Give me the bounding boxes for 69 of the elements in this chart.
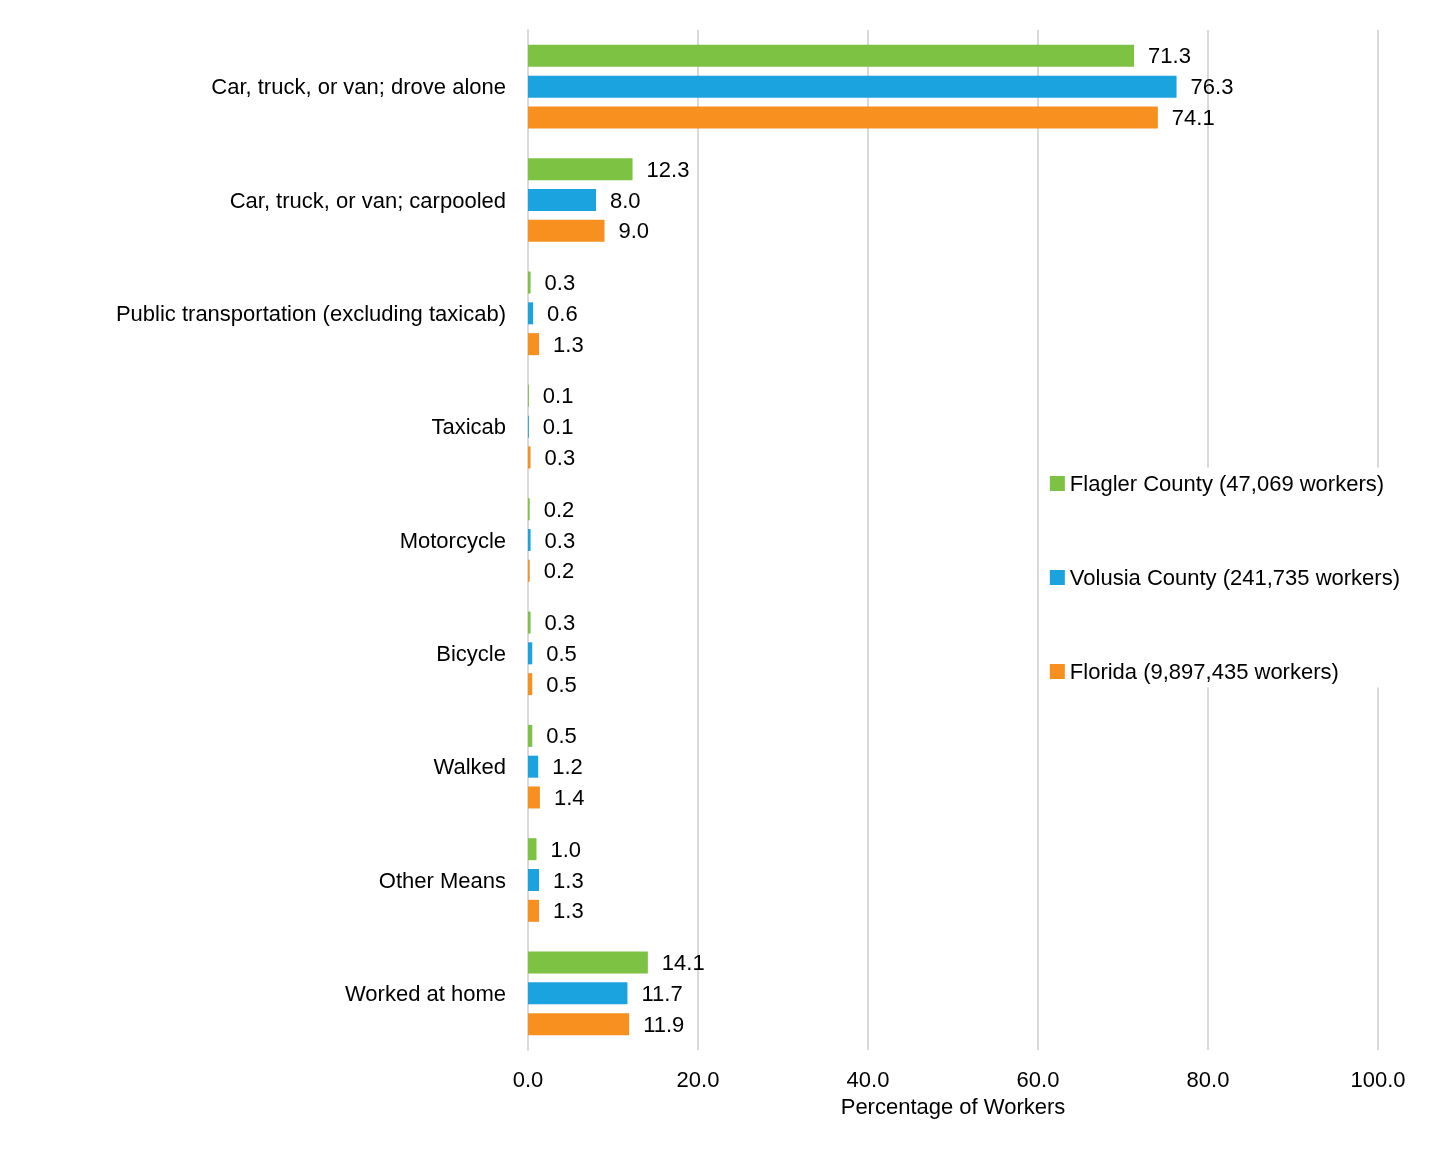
y-tick-label: Taxicab xyxy=(431,414,506,440)
bar xyxy=(528,44,1135,67)
bar xyxy=(528,642,533,665)
data-label: 1.3 xyxy=(553,898,584,924)
data-label: 76.3 xyxy=(1190,74,1234,100)
bar xyxy=(528,951,648,974)
bar xyxy=(528,158,633,181)
data-label: 1.4 xyxy=(553,784,585,810)
bar xyxy=(528,899,540,922)
bar xyxy=(528,1013,630,1036)
bar xyxy=(528,106,1158,129)
data-label: 0.5 xyxy=(546,671,577,697)
y-tick-label: Motorcycle xyxy=(399,527,506,553)
legend-label: Volusia County (241,735 workers) xyxy=(1069,565,1400,590)
data-label: 0.3 xyxy=(544,610,576,636)
data-label: 9.0 xyxy=(618,218,650,244)
bar xyxy=(528,673,533,696)
legend-label: Flagler County (47,069 workers) xyxy=(1069,471,1385,496)
y-tick-label: Car, truck, or van; drove alone xyxy=(211,74,506,100)
data-label: 0.5 xyxy=(546,723,577,749)
data-label: 1.0 xyxy=(550,836,582,862)
data-label: 74.1 xyxy=(1171,104,1215,130)
data-label: 11.7 xyxy=(641,980,683,1006)
legend-label: Florida (9,897,435 workers) xyxy=(1069,659,1339,684)
data-label: 0.2 xyxy=(543,558,575,584)
bar xyxy=(528,302,534,325)
x-tick-label: 40.0 xyxy=(846,1066,890,1092)
bar xyxy=(528,982,628,1005)
y-tick-label: Car, truck, or van; carpooled xyxy=(229,187,506,213)
y-tick-label: Worked at home xyxy=(344,980,506,1006)
data-label: 0.1 xyxy=(542,414,574,440)
data-label: 14.1 xyxy=(661,950,705,976)
y-tick-label: Public transportation (excluding taxicab) xyxy=(115,300,506,326)
data-label: 12.3 xyxy=(646,156,690,182)
data-label: 1.3 xyxy=(553,331,584,357)
bar xyxy=(528,611,531,634)
data-label: 71.3 xyxy=(1148,43,1191,69)
bar xyxy=(528,869,540,891)
x-tick-label: 100.0 xyxy=(1350,1066,1406,1092)
x-tick-label: 80.0 xyxy=(1186,1066,1230,1092)
bar xyxy=(528,838,537,861)
data-label: 0.3 xyxy=(544,270,576,296)
data-label: 0.6 xyxy=(547,300,578,326)
data-label: 1.2 xyxy=(552,754,583,780)
bar xyxy=(528,786,540,809)
bar xyxy=(528,446,531,469)
data-label: 0.3 xyxy=(544,527,576,553)
y-tick-label: Other Means xyxy=(378,867,506,893)
data-label: 0.2 xyxy=(543,496,575,522)
data-label: 0.5 xyxy=(546,640,577,666)
bar xyxy=(528,333,540,356)
bar xyxy=(528,189,596,211)
y-tick-label: Walked xyxy=(433,754,506,780)
bar xyxy=(528,724,533,747)
x-axis-title: Percentage of Workers xyxy=(840,1093,1066,1119)
x-tick-label: 0.0 xyxy=(512,1066,544,1092)
data-label: 8.0 xyxy=(610,187,641,213)
y-tick-label: Bicycle xyxy=(436,640,506,666)
bar xyxy=(528,75,1177,98)
bar xyxy=(528,271,531,294)
data-label: 11.9 xyxy=(643,1011,685,1037)
bar xyxy=(528,529,531,551)
bar xyxy=(528,755,539,778)
bar xyxy=(528,219,605,242)
x-tick-label: 20.0 xyxy=(676,1066,720,1092)
data-label: 0.1 xyxy=(542,383,574,409)
data-label: 0.3 xyxy=(544,444,576,470)
x-tick-label: 60.0 xyxy=(1016,1066,1060,1092)
data-label: 1.3 xyxy=(553,867,584,893)
